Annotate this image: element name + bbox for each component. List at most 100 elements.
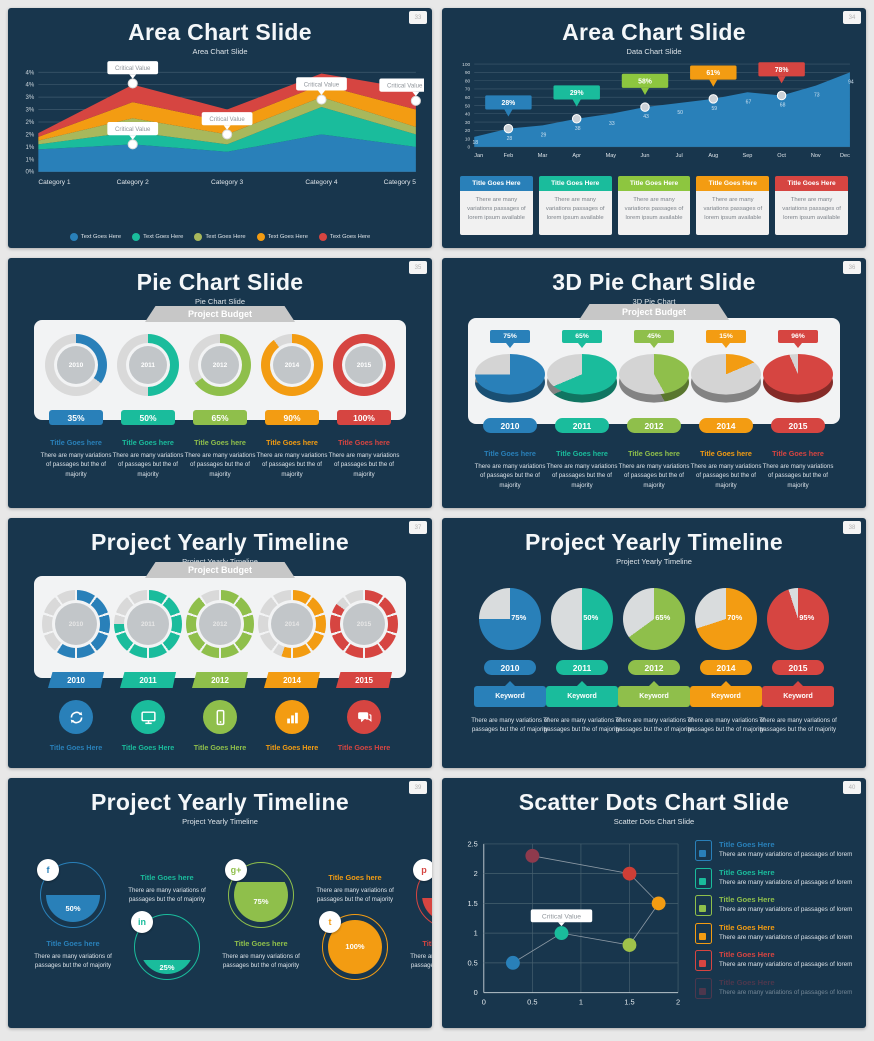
slide-area-chart-1[interactable]: 33 Area Chart Slide Area Chart Slide 0% 1… [8, 8, 432, 248]
legend-texts: Title Goes Here There are many variations… [719, 895, 852, 913]
slide-3d-pie-chart[interactable]: 36 3D Pie Chart Slide 3D Pie Chart Proje… [442, 258, 866, 508]
item-title: Title Goes here [328, 873, 382, 882]
item-body: There are many variations of passages bu… [546, 463, 618, 489]
fill-percent-label: 75% [253, 897, 269, 907]
fill-circle-chart: 75% g+ [225, 859, 294, 928]
svg-text:61%: 61% [706, 70, 720, 77]
panel-tab: Project Budget [579, 304, 729, 320]
social-circle-item: Title Goes here There are many variations… [308, 862, 402, 980]
pie-percent-label: 95% [799, 612, 815, 622]
donut-year-label: 2015 [345, 346, 383, 384]
fill-circle-chart: 50% f [37, 859, 106, 928]
legend-texts: Title Goes Here There are many variations… [719, 950, 852, 968]
panel-tab: Project Budget [145, 562, 295, 578]
item-title: Title Goes here [122, 438, 174, 447]
percent-flag: 75% [490, 330, 530, 343]
slide-number-badge: 38 [843, 521, 861, 534]
area-svg: 0 10 20 30 40 50 60 70 80 90 100 18 28 29 38 33 43 50 59 67… [462, 62, 854, 159]
slide-title: Scatter Dots Chart Slide [518, 789, 790, 815]
info-box-title: Title Goes Here [696, 176, 770, 191]
percent-flag: 65% [562, 330, 602, 343]
item-title: Title Goes here [484, 449, 536, 458]
item-title: Title Goes here [50, 438, 102, 447]
pie3d-chart [547, 354, 617, 406]
slide-timeline-pies[interactable]: 38 Project Yearly Timeline Project Yearl… [442, 518, 866, 768]
svg-text:28: 28 [507, 136, 513, 142]
file-icon-glyph [699, 987, 706, 995]
slide-subtitle: Project Yearly Timeline [182, 557, 258, 566]
donut-chart: 2012 [189, 334, 251, 396]
pie3d-item: 75% 2010 Title Goes here There are many var… [474, 330, 546, 490]
pie3d-top [475, 354, 545, 395]
donut-hole: 2015 [342, 343, 386, 387]
percent-flag-stem [650, 343, 658, 348]
svg-text:0: 0 [474, 988, 478, 997]
year-pill: 2012 [628, 660, 680, 675]
slide-number-badge: 35 [409, 261, 427, 274]
slide-title: Pie Chart Slide [136, 269, 304, 295]
slide-scatter-chart[interactable]: 40 Scatter Dots Chart Slide Scatter Dots… [442, 778, 866, 1028]
x-axis-labels: Jan Feb Mar Apr May Jun Jul Aug Sep Oct Nov Dec [474, 153, 850, 159]
svg-text:30: 30 [465, 120, 471, 126]
info-box-title: Title Goes Here [617, 176, 691, 191]
year-pill: 2011 [555, 418, 609, 433]
svg-text:60: 60 [465, 95, 471, 101]
legend-item: Title Goes Here There are many variations… [695, 950, 854, 971]
smartphone-icon [203, 700, 237, 734]
percent-pill: 90% [265, 410, 319, 425]
svg-text:1%: 1% [25, 144, 34, 151]
slide-subtitle: Project Yearly Timeline [182, 817, 258, 826]
svg-text:Apr: Apr [572, 153, 581, 159]
svg-text:0: 0 [468, 145, 471, 151]
pie-chart: 95% [767, 588, 829, 650]
svg-text:80: 80 [465, 78, 471, 84]
fill-circle-items: 50% f Title Goes here There are many variat… [26, 859, 432, 980]
svg-text:Oct: Oct [777, 153, 786, 159]
slide-number-badge: 36 [843, 261, 861, 274]
legend-item: Title Goes Here There are many variations… [695, 840, 854, 861]
scatter-legend: Title Goes Here There are many variations… [695, 840, 854, 999]
svg-text:Category 1: Category 1 [38, 179, 71, 186]
svg-text:Critical Value: Critical Value [542, 913, 581, 920]
percent-callouts: 28% 29% 58% 61% 78% [485, 62, 805, 134]
pinterest-icon: p [413, 859, 432, 881]
slide-title: Project Yearly Timeline [91, 529, 349, 555]
fill-circle-chart: 25% in [131, 910, 200, 980]
item-body: There are many variations of passages bu… [328, 452, 400, 478]
keyword-notch [649, 681, 659, 686]
slide-timeline-gears[interactable]: 37 Project Yearly Timeline Project Yearl… [8, 518, 432, 768]
item-title: Title Goes here [422, 939, 432, 948]
donut-hole: 2014 [268, 600, 316, 648]
segmented-donut-chart: 2014 [258, 590, 326, 658]
pie3d-top [691, 354, 761, 395]
item-body: There are many variations of passages bu… [687, 717, 765, 734]
monitor-icon [131, 700, 165, 734]
legend-item: Title Goes Here There are many variations… [695, 977, 854, 999]
slide-pie-chart[interactable]: 35 Pie Chart Slide Pie Chart Slide Proje… [8, 258, 432, 508]
legend-label: Text Goes Here [143, 234, 184, 240]
legend-dot-icon [194, 233, 203, 241]
keyword-notch [505, 681, 515, 686]
donut-year-label: 2014 [271, 603, 313, 645]
legend-item: Text Goes Here [318, 233, 370, 241]
slide-timeline-circles[interactable]: 39 Project Yearly Timeline Project Yearl… [8, 778, 432, 1028]
segmented-donut-chart: 2015 [330, 590, 398, 658]
donut-chart: 2015 [333, 334, 395, 396]
svg-text:2: 2 [676, 997, 680, 1006]
svg-text:3%: 3% [25, 94, 34, 101]
slide-subtitle: Scatter Dots Chart Slide [613, 817, 695, 826]
keyword-box: Keyword [618, 681, 690, 707]
year-pill: 2010 [483, 418, 537, 433]
slide-area-chart-2[interactable]: 34 Area Chart Slide Data Chart Slide 0 10… [442, 8, 866, 248]
info-box-title: Title Goes Here [460, 176, 533, 191]
info-box-body: There are many variations passages of lo… [460, 191, 533, 235]
pie-item: 75% 2010 Keyword There are many variations … [471, 588, 549, 735]
svg-text:4%: 4% [25, 82, 34, 89]
item-title: Title Goes here [194, 438, 246, 447]
svg-text:Critical Value: Critical Value [209, 116, 245, 123]
chart-legend: Text Goes Here Text Goes Here Text Goes He… [8, 233, 432, 241]
slide-subtitle: Project Yearly Timeline [616, 557, 692, 566]
percent-flag: 45% [634, 330, 674, 343]
svg-text:Category 3: Category 3 [211, 179, 244, 186]
